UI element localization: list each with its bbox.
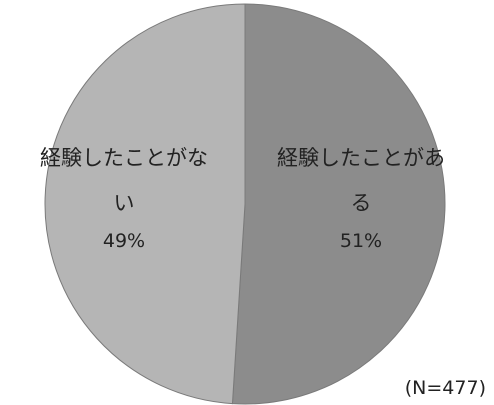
slice-label-0-line-0: 経験したことがあ — [277, 146, 445, 170]
slice-percent-0: 51% — [340, 230, 382, 252]
slice-label-0-line-1: る — [351, 191, 372, 215]
slice-label-1-line-0: 経験したことがな — [40, 146, 208, 170]
sample-size-note: (N=477) — [404, 377, 486, 399]
slice-percent-1: 49% — [103, 230, 145, 252]
pie-slice-0 — [231, 3, 446, 405]
pie-slice-1 — [44, 3, 246, 405]
slice-label-1-line-1: い — [114, 191, 135, 215]
